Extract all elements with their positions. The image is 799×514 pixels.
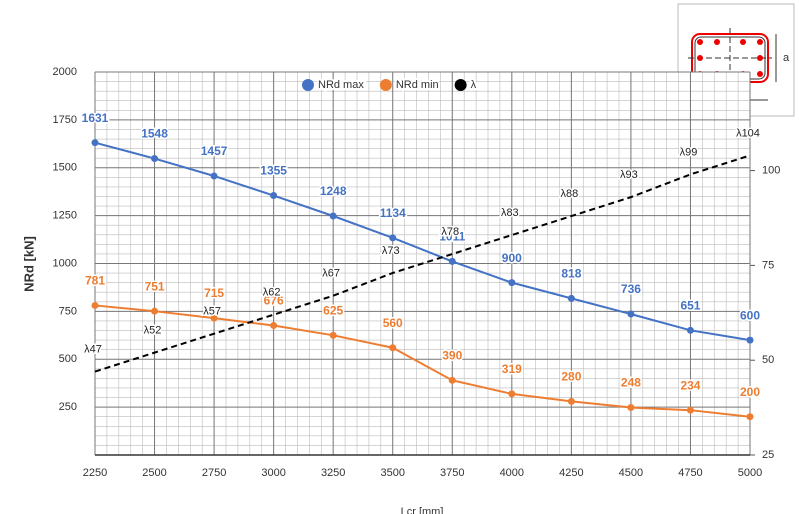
data-label: 1457 <box>201 144 228 158</box>
legend-label: λ <box>471 79 477 91</box>
data-label: 781 <box>85 274 105 288</box>
y-tick-label: 1000 <box>53 257 77 269</box>
y-tick-label: 1500 <box>53 162 77 174</box>
y-tick-label: 250 <box>59 401 77 413</box>
point <box>329 212 337 220</box>
legend-marker <box>379 79 392 91</box>
x-tick-label: 2250 <box>83 467 107 479</box>
point <box>448 257 456 265</box>
x-tick-label: 4250 <box>559 467 583 479</box>
y2-tick-label: 100 <box>762 165 780 177</box>
data-label: 248 <box>621 376 641 390</box>
point <box>389 234 397 242</box>
x-axis-label: Lcr [mm] <box>401 506 444 514</box>
data-label: 676 <box>264 294 284 308</box>
data-label: 560 <box>383 316 403 330</box>
x-tick-label: 2500 <box>142 467 166 479</box>
legend-label: NRd max <box>318 79 364 91</box>
data-label: 625 <box>323 303 343 317</box>
y2-tick-label: 75 <box>762 259 774 271</box>
point <box>508 279 516 287</box>
point <box>329 331 337 339</box>
y-axis-label: NRd [kN] <box>21 236 36 292</box>
legend-marker <box>302 79 314 91</box>
data-label: 1134 <box>380 206 406 220</box>
data-label: 1631 <box>82 111 109 125</box>
point <box>746 336 754 344</box>
data-label: 651 <box>680 299 700 313</box>
y2-tick-label: 25 <box>762 449 774 461</box>
point <box>151 307 159 315</box>
legend-label: NRd min <box>396 79 439 91</box>
data-label: λ78 <box>441 226 459 238</box>
data-label: λ57 <box>203 306 221 318</box>
x-tick-label: 5000 <box>738 467 762 479</box>
y-tick-label: 500 <box>59 353 77 365</box>
data-label: λ88 <box>560 188 578 200</box>
series-line <box>94 154 751 373</box>
data-label: λ99 <box>680 146 698 158</box>
data-label: 900 <box>502 251 522 265</box>
point <box>567 397 575 405</box>
y-tick-label: 1750 <box>53 114 77 126</box>
point <box>686 406 694 414</box>
y-tick-label: 750 <box>59 305 77 317</box>
point <box>151 155 159 163</box>
series-line <box>94 304 751 418</box>
data-label: 1248 <box>320 184 347 198</box>
point <box>508 390 516 398</box>
data-label: 1355 <box>260 164 287 178</box>
data-label: 234 <box>680 378 700 392</box>
point <box>91 301 99 309</box>
y-tick-label: 2000 <box>53 66 77 78</box>
legend-marker <box>454 79 467 91</box>
data-label: 751 <box>145 279 165 293</box>
data-label: λ47 <box>84 343 102 355</box>
point <box>210 172 218 180</box>
point <box>627 404 635 412</box>
point <box>270 322 278 330</box>
point <box>686 326 694 334</box>
x-tick-label: 3750 <box>440 467 464 479</box>
data-label: 600 <box>740 308 760 322</box>
data-label: λ73 <box>382 245 400 257</box>
data-label: 715 <box>204 286 224 300</box>
x-tick-label: 2750 <box>202 467 226 479</box>
data-label: 736 <box>621 282 641 296</box>
data-label: 1548 <box>141 127 168 141</box>
data-label: 1011 <box>439 230 465 244</box>
dim-label: a <box>783 52 790 64</box>
point <box>389 344 397 352</box>
data-label: λ83 <box>501 207 519 219</box>
data-label: 200 <box>740 385 760 399</box>
point <box>270 192 278 200</box>
data-label: 319 <box>502 362 522 376</box>
y-tick-label: 1250 <box>53 210 77 222</box>
x-tick-label: 4750 <box>678 467 702 479</box>
point <box>210 314 218 322</box>
y2-tick-label: 50 <box>762 354 774 366</box>
data-label: 818 <box>561 267 581 281</box>
point <box>627 310 635 318</box>
data-label: λ93 <box>620 169 638 181</box>
point <box>91 139 99 147</box>
x-tick-label: 4000 <box>500 467 524 479</box>
data-label: 390 <box>442 348 462 362</box>
data-label: λ67 <box>322 268 340 280</box>
point <box>448 376 456 384</box>
x-tick-label: 3000 <box>261 467 285 479</box>
data-label: λ104 <box>736 127 760 139</box>
data-label: 280 <box>561 370 581 384</box>
x-tick-label: 4500 <box>619 467 643 479</box>
point <box>746 413 754 421</box>
point <box>567 294 575 302</box>
series-line <box>94 141 751 342</box>
x-tick-label: 3500 <box>380 467 404 479</box>
data-label: λ52 <box>144 325 162 337</box>
data-label: λ62 <box>263 287 281 299</box>
x-tick-label: 3250 <box>321 467 345 479</box>
